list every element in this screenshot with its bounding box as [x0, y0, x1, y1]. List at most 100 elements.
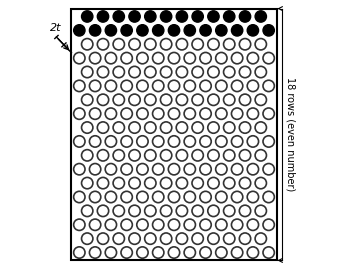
- Circle shape: [97, 178, 109, 189]
- Circle shape: [263, 164, 274, 175]
- Circle shape: [160, 150, 172, 161]
- Circle shape: [105, 164, 117, 175]
- Circle shape: [168, 25, 180, 36]
- Circle shape: [200, 108, 211, 119]
- Circle shape: [89, 52, 101, 64]
- Circle shape: [81, 150, 93, 161]
- Circle shape: [137, 164, 148, 175]
- Circle shape: [208, 66, 219, 78]
- Circle shape: [239, 233, 251, 244]
- Circle shape: [176, 150, 188, 161]
- Circle shape: [74, 164, 85, 175]
- Circle shape: [216, 80, 227, 91]
- Circle shape: [152, 247, 164, 258]
- Circle shape: [216, 191, 227, 203]
- Circle shape: [121, 219, 132, 231]
- Circle shape: [223, 38, 235, 50]
- Circle shape: [247, 219, 259, 231]
- Circle shape: [137, 25, 148, 36]
- Circle shape: [113, 94, 125, 105]
- Circle shape: [168, 136, 180, 147]
- Circle shape: [176, 66, 188, 78]
- Circle shape: [192, 38, 203, 50]
- Circle shape: [137, 108, 148, 119]
- Circle shape: [74, 247, 85, 258]
- Circle shape: [231, 25, 243, 36]
- Circle shape: [184, 52, 196, 64]
- Circle shape: [192, 94, 203, 105]
- Circle shape: [74, 136, 85, 147]
- Circle shape: [145, 66, 156, 78]
- Circle shape: [113, 66, 125, 78]
- Circle shape: [145, 150, 156, 161]
- Circle shape: [129, 205, 140, 217]
- Circle shape: [121, 108, 132, 119]
- Circle shape: [263, 247, 274, 258]
- Circle shape: [200, 191, 211, 203]
- Circle shape: [216, 108, 227, 119]
- Circle shape: [121, 80, 132, 91]
- Circle shape: [176, 11, 188, 22]
- Circle shape: [239, 122, 251, 133]
- Circle shape: [74, 219, 85, 231]
- Circle shape: [152, 219, 164, 231]
- Circle shape: [223, 122, 235, 133]
- Circle shape: [105, 247, 117, 258]
- Circle shape: [129, 122, 140, 133]
- Circle shape: [160, 38, 172, 50]
- Circle shape: [145, 233, 156, 244]
- Circle shape: [105, 219, 117, 231]
- Circle shape: [89, 219, 101, 231]
- Circle shape: [216, 25, 227, 36]
- Circle shape: [81, 38, 93, 50]
- Circle shape: [200, 136, 211, 147]
- Circle shape: [168, 108, 180, 119]
- Circle shape: [263, 25, 274, 36]
- Circle shape: [168, 164, 180, 175]
- Circle shape: [216, 52, 227, 64]
- Circle shape: [105, 52, 117, 64]
- Circle shape: [200, 80, 211, 91]
- Circle shape: [231, 219, 243, 231]
- Circle shape: [231, 52, 243, 64]
- Circle shape: [208, 150, 219, 161]
- Circle shape: [239, 94, 251, 105]
- Circle shape: [97, 38, 109, 50]
- Circle shape: [176, 94, 188, 105]
- Circle shape: [184, 219, 196, 231]
- Circle shape: [81, 11, 93, 22]
- Circle shape: [247, 52, 259, 64]
- Circle shape: [152, 164, 164, 175]
- Circle shape: [81, 205, 93, 217]
- Circle shape: [152, 108, 164, 119]
- Circle shape: [184, 191, 196, 203]
- Circle shape: [231, 191, 243, 203]
- Circle shape: [145, 205, 156, 217]
- Circle shape: [89, 247, 101, 258]
- Circle shape: [89, 191, 101, 203]
- Circle shape: [247, 247, 259, 258]
- Circle shape: [208, 11, 219, 22]
- Circle shape: [255, 205, 267, 217]
- Circle shape: [208, 122, 219, 133]
- Circle shape: [152, 52, 164, 64]
- Circle shape: [192, 233, 203, 244]
- Circle shape: [113, 178, 125, 189]
- Circle shape: [113, 11, 125, 22]
- Circle shape: [160, 94, 172, 105]
- Circle shape: [97, 150, 109, 161]
- Circle shape: [255, 122, 267, 133]
- Circle shape: [184, 108, 196, 119]
- Circle shape: [160, 11, 172, 22]
- Circle shape: [263, 52, 274, 64]
- Circle shape: [105, 108, 117, 119]
- Circle shape: [74, 80, 85, 91]
- Circle shape: [129, 150, 140, 161]
- Circle shape: [231, 108, 243, 119]
- Circle shape: [200, 25, 211, 36]
- Circle shape: [247, 164, 259, 175]
- Circle shape: [247, 80, 259, 91]
- Circle shape: [160, 178, 172, 189]
- Circle shape: [192, 205, 203, 217]
- Circle shape: [160, 66, 172, 78]
